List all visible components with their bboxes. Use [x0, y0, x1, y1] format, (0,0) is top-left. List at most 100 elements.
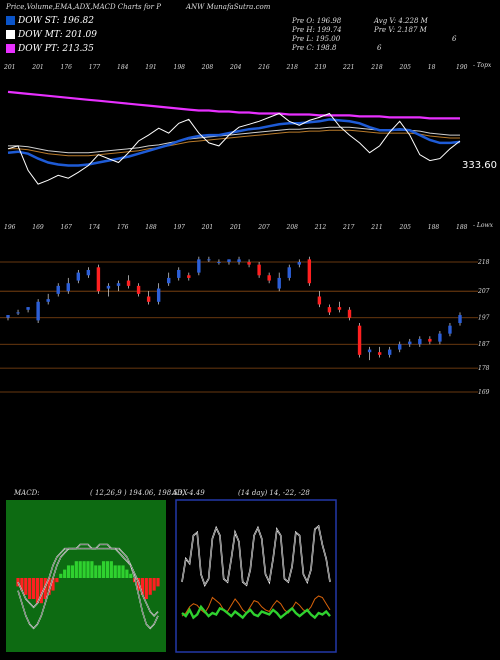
ema-top-label: 176	[61, 64, 73, 71]
candle-body	[297, 262, 301, 265]
ema-bottom-label: 201	[201, 224, 213, 231]
candle-body	[126, 280, 131, 286]
ema-bottom-label: 207	[257, 224, 270, 231]
ema-top-label: 216	[257, 64, 270, 71]
candle-body	[408, 341, 412, 345]
macd-histogram-bar	[117, 565, 121, 578]
price-tick-label: 197	[478, 315, 490, 322]
candle-body	[136, 285, 141, 294]
ema-bottom-label: 174	[89, 224, 101, 231]
macd-histogram-bar	[35, 578, 40, 604]
legend-label-pt: DOW PT: 213.35	[18, 44, 94, 54]
candle-body	[257, 264, 261, 276]
candle-body	[448, 325, 452, 334]
ema-bottom-label: 167	[61, 224, 73, 231]
macd-histogram-bar	[90, 561, 94, 578]
macd-label: MACD:	[14, 489, 40, 497]
macd-signal-line-core	[17, 548, 159, 617]
candle-body	[197, 259, 201, 273]
candle-body	[247, 262, 251, 265]
macd-histogram-bar	[156, 578, 160, 587]
candle-body	[287, 267, 291, 278]
macd-histogram-bar	[78, 561, 82, 578]
macd-histogram-bar	[74, 561, 78, 578]
candle-body	[187, 275, 191, 278]
ema-bottom-label: 188	[145, 224, 157, 231]
macd-histogram-bar	[144, 578, 148, 599]
macd-panel-background	[6, 500, 166, 652]
adx-line-core	[181, 525, 331, 586]
price-tick-label: 187	[478, 341, 490, 348]
candle-body	[217, 262, 221, 263]
ema-top-label: 204	[229, 64, 242, 71]
ema-short-line	[7, 118, 461, 167]
price-tick-label: 218	[477, 259, 490, 266]
macd-histogram-bar	[121, 565, 125, 578]
candle-body	[337, 307, 342, 310]
legend-swatch-pt	[6, 44, 15, 53]
ema-mid-line-2	[8, 129, 460, 157]
ema-bottom-label: 196	[4, 224, 16, 231]
ema-corner-bottom-label: - Lowx	[473, 222, 494, 229]
macd-histogram-bar	[51, 578, 55, 591]
macd-histogram-bar	[105, 561, 110, 578]
candle-body	[207, 259, 211, 261]
price-candlestick-chart: 218 207 197 187 178 169	[0, 256, 490, 396]
candle-body	[86, 269, 91, 276]
candle-body	[76, 272, 81, 281]
price-tick-label: 169	[478, 389, 490, 396]
avg-volume: Avg V: 4.228 M	[374, 17, 428, 25]
ema-bottom-label: 208	[286, 224, 299, 231]
macd-histogram-bar	[66, 565, 71, 578]
ema-top-label: 219	[314, 64, 327, 71]
ema-bottom-label: 169	[32, 224, 44, 231]
legend-label-st: DOW ST: 196.82	[18, 16, 94, 26]
ema-top-label: 218	[286, 64, 299, 71]
macd-histogram-bar	[55, 578, 59, 583]
macd-histogram-bar	[152, 578, 156, 591]
ema-bottom-label: 205	[399, 224, 412, 231]
macd-histogram-bar	[101, 561, 106, 578]
candle-body	[46, 299, 50, 302]
chart-title: Price,Volume,EMA,ADX,MACD Charts for P	[6, 3, 161, 11]
price-tick-label: 178	[478, 365, 490, 372]
candle-body	[327, 307, 332, 313]
macd-values: ( 12,26,9 ) 194.06, 198.53, -4.49	[90, 489, 205, 497]
macd-histogram-bar	[148, 578, 152, 595]
ema-top-label: 191	[145, 64, 156, 71]
macd-histogram-bar	[47, 578, 51, 595]
ema-top-label: 177	[89, 64, 101, 71]
candle-body	[66, 283, 70, 292]
ema-corner-top-label: - Topx	[473, 62, 492, 69]
ema-long-line	[7, 90, 460, 120]
candle-body	[177, 269, 181, 278]
candle-body	[267, 275, 271, 281]
macd-histogram-bar	[20, 578, 24, 591]
ema-top-label: 190	[456, 64, 468, 71]
candle-body	[347, 309, 352, 318]
ema-last-value: 333.60	[462, 160, 497, 171]
macd-histogram-bar	[94, 565, 98, 578]
legend-dow-mt: DOW MT: 201.09	[6, 30, 97, 40]
adx-panel-background	[175, 499, 337, 653]
candle-body	[357, 325, 362, 355]
macd-histogram-bar	[28, 578, 32, 599]
ema-top-label: 184	[117, 64, 129, 71]
misc-value-1: 6	[377, 44, 382, 52]
macd-histogram-bar	[129, 573, 133, 578]
ema-chart: 201 201 176 177 184 191 198 208 204 216 218 219 221 2…	[3, 64, 468, 231]
ema-bottom-label: 197	[174, 224, 186, 231]
prev-volume: Pre V: 2.187 M	[374, 26, 427, 34]
legend-dow-st: DOW ST: 196.82	[6, 16, 94, 26]
ema-top-label: 208	[201, 64, 214, 71]
ohlc-low: Pre L: 195.00	[292, 35, 341, 43]
candle-body	[96, 267, 101, 292]
ema-bottom-label: 211	[370, 224, 382, 231]
candle-body	[438, 333, 442, 342]
legend-label-mt: DOW MT: 201.09	[18, 30, 97, 40]
ema-top-label: 205	[399, 64, 412, 71]
candle-body	[36, 301, 40, 321]
legend-swatch-mt	[6, 30, 15, 39]
chart-title-continued: ANW MunafaSutra.com	[186, 3, 271, 11]
